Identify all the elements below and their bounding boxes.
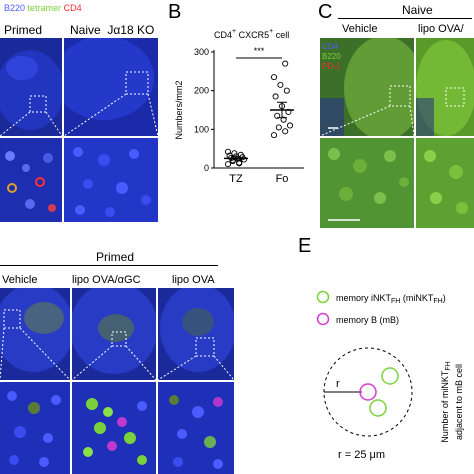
- axis-line-1-text: Number of miNKT: [440, 370, 450, 443]
- col-naive-label: Naive: [70, 23, 101, 37]
- x-tick-label: TZ: [229, 173, 243, 185]
- panel-c-channel-legend: CD4 B220 PD-1: [322, 42, 341, 72]
- data-point: [286, 122, 294, 129]
- legend-b-label: memory B (mB): [336, 315, 399, 325]
- data-point: [272, 93, 279, 100]
- y-tick-label: 200: [194, 86, 209, 96]
- legend-nkt-sub: FH: [391, 298, 401, 305]
- panel-e-axis-label: Number of miNKTFH adjacent to mB cell: [440, 332, 465, 472]
- y-tick-label: 100: [194, 124, 209, 134]
- micrograph-c-lipo-zoom: [416, 138, 474, 228]
- panel-b-chart: 0 100 200 300 Numbers/mm2 TZ Fo ***: [174, 46, 304, 185]
- panel-c-letter: C: [318, 1, 333, 23]
- micrograph-a-naive-overview: [64, 38, 158, 136]
- channel-pd1-c: PD-1: [322, 62, 341, 71]
- axis-line-1-sub: FH: [445, 361, 452, 371]
- axis-line-1: Number of miNKTFH: [440, 332, 454, 472]
- data-point: [224, 148, 232, 155]
- panel-d-header: Primed: [96, 250, 135, 264]
- center-mb-cell: [359, 383, 377, 401]
- micrograph-d-lipo-agc-zoom: [72, 382, 156, 474]
- col-naive-ko-label: Naive Jα18 KO: [70, 24, 154, 36]
- significance-label: ***: [254, 46, 265, 56]
- data-point: [224, 161, 232, 168]
- data-point: [282, 128, 289, 135]
- neighborhood-diagram: r: [323, 347, 413, 437]
- panel-c-col-vehicle: Vehicle: [342, 23, 378, 35]
- legend-nkt-close: ): [442, 293, 446, 303]
- micrograph-a-primed-overview: [0, 38, 62, 136]
- micrograph-d-lipo-overview: [158, 288, 234, 380]
- title-cd4: CD4: [214, 30, 233, 40]
- panel-b-title: CD4+ CXCR5+ cell: [214, 28, 289, 40]
- data-point: [236, 160, 243, 167]
- data-point: [277, 81, 284, 88]
- y-tick-label: 300: [194, 47, 209, 57]
- data-point: [275, 124, 282, 131]
- data-point: [270, 74, 278, 81]
- title-sup-1: +: [232, 28, 237, 35]
- col-ko-label: Jα18 KO: [107, 23, 155, 37]
- data-point: [237, 151, 244, 158]
- micrograph-d-vehicle-overview: [0, 288, 70, 380]
- data-point: [274, 112, 281, 119]
- legend-nkt-text: memory iNKT: [336, 293, 392, 303]
- axis-line-2: adjacent to mB cell: [454, 363, 464, 441]
- micrograph-d-lipo-zoom: [158, 382, 234, 474]
- panel-c-header-rule: [338, 18, 472, 19]
- data-point: [231, 150, 238, 157]
- y-axis-label: Numbers/mm2: [174, 80, 184, 139]
- channel-tetramer-label: tetramer: [27, 3, 62, 13]
- adjacent-nkt-cell-1: [381, 367, 399, 385]
- panel-d-col-vehicle: Vehicle: [2, 274, 38, 286]
- panel-e-letter: E: [298, 235, 312, 257]
- panel-c-col-lipo: lipo OVA/: [418, 23, 464, 35]
- data-point: [270, 132, 278, 139]
- data-point: [280, 116, 287, 123]
- radius-value-label: r = 25 μm: [338, 449, 385, 461]
- panel-a-channel-legend: B220 tetramer CD4: [4, 4, 82, 13]
- legend-nkt-circle-icon: [316, 290, 330, 304]
- data-point: [283, 87, 290, 94]
- channel-b220-c: B220: [322, 52, 341, 61]
- data-point: [282, 60, 289, 67]
- micrograph-d-lipo-agc-overview: [72, 288, 156, 380]
- legend-b-circle-icon: [316, 312, 330, 326]
- title-cxcr5: CXCR5: [236, 30, 270, 40]
- legend-nkt-label: memory iNKTFH (miNKTFH): [336, 293, 446, 306]
- radius-label: r: [336, 378, 340, 390]
- x-tick-label: Fo: [276, 173, 289, 185]
- panel-d-header-rule: [0, 265, 218, 266]
- legend-nkt-paren: (miNKT: [400, 293, 434, 303]
- y-tick-label: 0: [204, 163, 209, 173]
- panel-d-col-lipo: lipo OVA: [172, 274, 215, 286]
- micrograph-c-lipo-overview: [416, 38, 474, 136]
- micrograph-a-primed-zoom: [0, 138, 62, 222]
- micrograph-d-vehicle-zoom: [0, 382, 70, 474]
- title-cell: cell: [273, 30, 290, 40]
- title-sup-2: +: [269, 28, 274, 35]
- channel-b220-label: B220: [4, 3, 26, 13]
- micrograph-a-naive-zoom: [64, 138, 158, 222]
- col-primed-label: Primed: [4, 23, 43, 37]
- micrograph-c-vehicle-zoom: [320, 138, 414, 228]
- adjacent-nkt-cell-2: [369, 399, 387, 417]
- panel-c-header: Naive: [402, 3, 433, 17]
- micrograph-c-vehicle-overview: [320, 38, 414, 136]
- panel-d-col-lipo-agc: lipo OVA/αGC: [72, 274, 141, 286]
- panel-b-letter: B: [168, 1, 182, 23]
- legend-nkt-paren-sub: FH: [433, 298, 443, 305]
- channel-cd4-c: CD4: [322, 42, 339, 51]
- channel-cd4-label: CD4: [63, 3, 82, 13]
